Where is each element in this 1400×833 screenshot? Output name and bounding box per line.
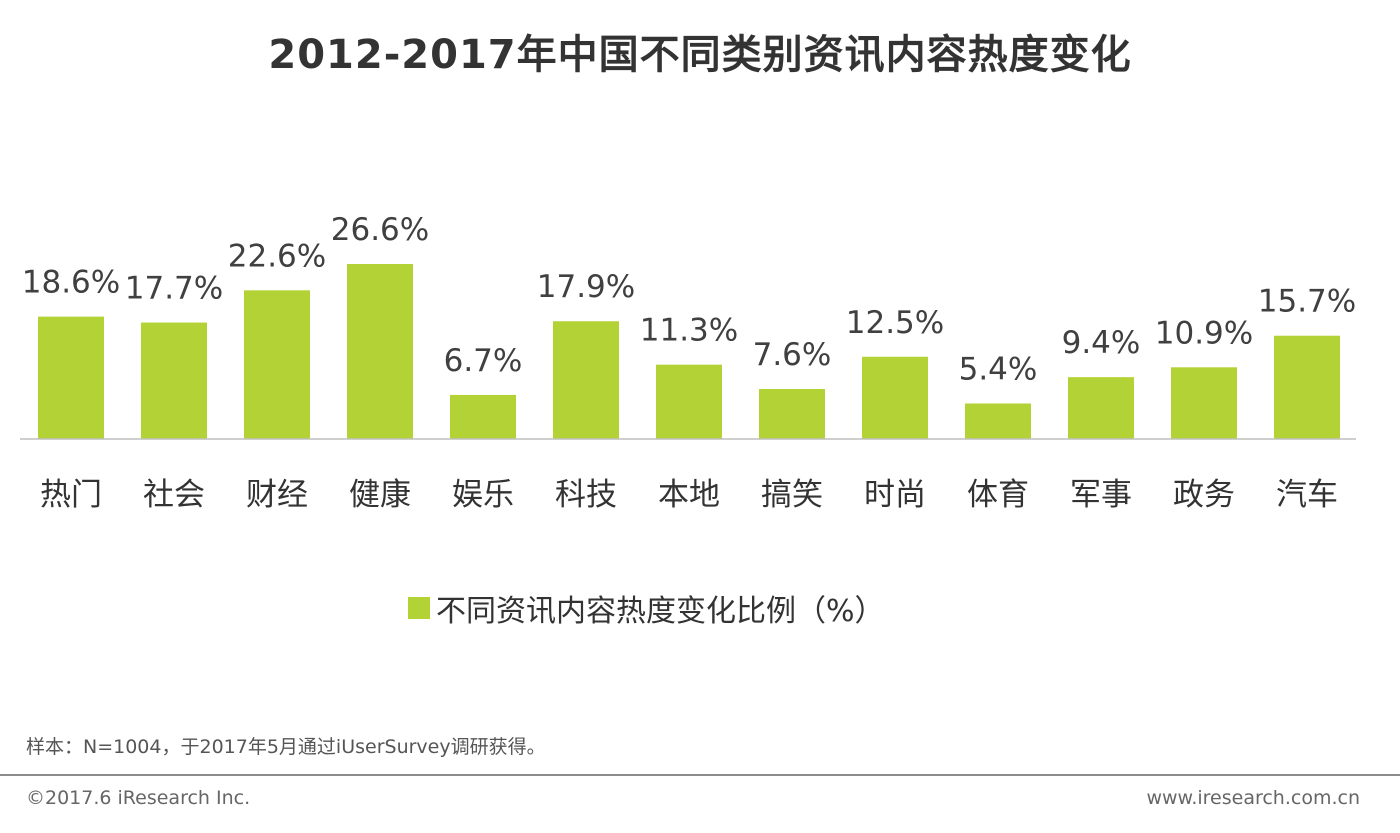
category-label-0: 热门 bbox=[40, 477, 102, 513]
website-link[interactable]: www.iresearch.com.cn bbox=[1146, 787, 1360, 809]
legend-swatch bbox=[408, 597, 430, 619]
value-label-0: 18.6% bbox=[22, 265, 120, 301]
category-label-10: 军事 bbox=[1070, 477, 1132, 513]
value-label-5: 17.9% bbox=[537, 269, 635, 305]
value-label-2: 22.6% bbox=[228, 238, 326, 274]
bar-6 bbox=[656, 364, 722, 439]
category-label-3: 健康 bbox=[349, 477, 411, 513]
value-label-6: 11.3% bbox=[640, 313, 738, 349]
copyright: ©2017.6 iResearch Inc. bbox=[26, 787, 251, 809]
bar-4 bbox=[450, 394, 516, 439]
footer-divider bbox=[0, 774, 1400, 776]
bar-9 bbox=[965, 403, 1031, 439]
sample-note: 样本：N=1004，于2017年5月通过iUserSurvey调研获得。 bbox=[26, 736, 546, 758]
bar-8 bbox=[862, 356, 928, 439]
legend-label: 不同资讯内容热度变化比例（%） bbox=[436, 594, 885, 629]
bar-7 bbox=[759, 389, 825, 439]
bar-5 bbox=[553, 321, 619, 439]
category-label-11: 政务 bbox=[1173, 477, 1235, 513]
bar-12 bbox=[1274, 335, 1340, 439]
bar-2 bbox=[244, 290, 310, 439]
bar-3 bbox=[347, 264, 413, 439]
value-label-4: 6.7% bbox=[444, 343, 523, 379]
chart-title: 2012-2017年中国不同类别资讯内容热度变化 bbox=[268, 32, 1132, 78]
value-label-11: 10.9% bbox=[1155, 315, 1253, 351]
bar-10 bbox=[1068, 377, 1134, 439]
bar-0 bbox=[38, 316, 104, 439]
bar-1 bbox=[141, 322, 207, 439]
category-label-2: 财经 bbox=[246, 477, 308, 513]
value-label-7: 7.6% bbox=[753, 337, 832, 373]
legend: 不同资讯内容热度变化比例（%） bbox=[408, 588, 885, 629]
value-label-12: 15.7% bbox=[1258, 284, 1356, 320]
value-label-8: 12.5% bbox=[846, 305, 944, 341]
category-label-5: 科技 bbox=[555, 477, 617, 513]
value-label-3: 26.6% bbox=[331, 212, 429, 248]
value-label-1: 17.7% bbox=[125, 271, 223, 307]
category-label-9: 体育 bbox=[967, 477, 1029, 513]
category-label-6: 本地 bbox=[658, 477, 720, 513]
value-label-10: 9.4% bbox=[1062, 325, 1141, 361]
value-label-9: 5.4% bbox=[959, 351, 1038, 387]
category-label-8: 时尚 bbox=[864, 477, 926, 513]
category-label-12: 汽车 bbox=[1276, 477, 1338, 513]
category-label-1: 社会 bbox=[143, 477, 205, 513]
category-label-4: 娱乐 bbox=[452, 477, 514, 513]
category-label-7: 搞笑 bbox=[761, 477, 823, 513]
bar-11 bbox=[1171, 367, 1237, 439]
bar-chart: 18.6% 热门 17.7% 社会 22.6% 财经 26.6% 健康 6.7% 娱乐 17.9% 科… bbox=[20, 212, 1356, 513]
